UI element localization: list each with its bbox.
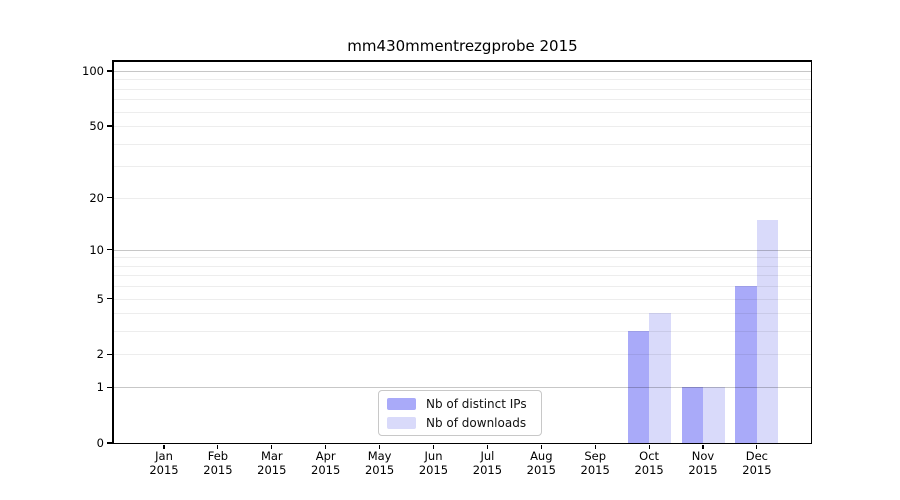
x-tick-label-sep: Sep 2015 <box>580 449 610 477</box>
minor-gridline-40 <box>113 143 811 145</box>
minor-gridline-5 <box>113 298 811 300</box>
y-tick-label-1: 1 <box>96 380 104 395</box>
major-gridline-100 <box>113 71 811 72</box>
bar-distinct-ips-dec <box>735 286 757 443</box>
legend-swatch-downloads <box>387 416 416 429</box>
legend: Nb of distinct IPs Nb of downloads <box>378 390 542 436</box>
x-tick-mar <box>271 444 273 449</box>
bar-downloads-dec <box>756 219 779 443</box>
minor-gridline-2 <box>113 354 811 356</box>
x-tick-nov <box>702 444 704 449</box>
axis-spine-right <box>810 60 812 444</box>
bar-distinct-ips-oct <box>627 331 650 443</box>
y-tick-label-0: 0 <box>96 436 104 450</box>
axis-spine-top <box>112 60 812 62</box>
y-tick-10 <box>107 249 112 251</box>
y-tick-50 <box>107 125 112 127</box>
bar-downloads-nov <box>703 387 725 443</box>
y-tick-label-10: 10 <box>89 242 104 257</box>
major-gridline-10 <box>113 249 811 251</box>
bar-distinct-ips-nov <box>681 387 703 443</box>
x-tick-jan <box>163 444 165 449</box>
minor-gridline-3 <box>113 331 811 333</box>
minor-gridline-20 <box>113 197 811 199</box>
x-tick-apr <box>325 444 327 449</box>
x-tick-label-oct: Oct 2015 <box>634 449 664 477</box>
minor-gridline-30 <box>113 166 811 168</box>
x-tick-label-mar: Mar 2015 <box>257 449 287 477</box>
y-tick-5 <box>107 297 112 300</box>
x-tick-label-feb: Feb 2015 <box>203 449 233 477</box>
y-tick-1 <box>107 386 112 388</box>
minor-gridline-80 <box>113 88 811 90</box>
x-tick-label-aug: Aug 2015 <box>526 449 556 477</box>
axis-spine-left <box>112 60 114 444</box>
legend-item-distinct-ips: Nb of distinct IPs <box>387 397 541 411</box>
major-gridline-1 <box>113 387 811 389</box>
minor-gridline-7 <box>113 275 811 277</box>
x-tick-jul <box>486 444 488 449</box>
axis-spine-bottom <box>112 442 812 445</box>
legend-label-distinct-ips: Nb of distinct IPs <box>426 396 527 411</box>
x-tick-dec <box>756 444 758 449</box>
y-tick-20 <box>107 196 112 199</box>
x-tick-label-may: May 2015 <box>364 449 395 477</box>
minor-gridline-9 <box>113 257 811 259</box>
minor-gridline-60 <box>113 111 811 113</box>
x-tick-label-jul: Jul 2015 <box>472 449 503 477</box>
x-tick-jun <box>432 444 435 449</box>
legend-label-downloads: Nb of downloads <box>426 415 527 430</box>
minor-gridline-70 <box>113 99 811 101</box>
y-tick-label-2: 2 <box>96 347 104 362</box>
x-tick-aug <box>540 444 542 449</box>
plot-area <box>113 61 811 443</box>
x-tick-label-jun: Jun 2015 <box>418 449 449 477</box>
legend-item-downloads: Nb of downloads <box>387 416 541 430</box>
y-tick-label-20: 20 <box>89 190 104 205</box>
y-tick-2 <box>107 353 112 356</box>
x-tick-oct <box>648 444 650 449</box>
y-tick-100 <box>107 70 112 72</box>
x-tick-label-dec: Dec 2015 <box>742 449 772 477</box>
x-tick-may <box>379 444 381 449</box>
minor-gridline-90 <box>113 79 811 81</box>
minor-gridline-8 <box>113 265 811 267</box>
bar-downloads-oct <box>649 313 671 443</box>
x-tick-feb <box>217 444 219 449</box>
x-tick-sep <box>594 444 596 449</box>
chart-title: mm430mmentrezgprobe 2015 <box>347 37 578 55</box>
y-tick-label-100: 100 <box>82 64 104 78</box>
legend-swatch-distinct-ips <box>387 397 416 410</box>
minor-gridline-4 <box>113 313 811 315</box>
minor-gridline-50 <box>113 126 811 128</box>
x-tick-label-nov: Nov 2015 <box>688 449 718 477</box>
x-tick-label-apr: Apr 2015 <box>311 449 341 477</box>
y-tick-0 <box>107 442 112 444</box>
minor-gridline-6 <box>113 286 811 288</box>
y-tick-label-50: 50 <box>89 119 104 134</box>
y-tick-label-5: 5 <box>96 291 104 306</box>
x-tick-label-jan: Jan 2015 <box>149 449 179 477</box>
